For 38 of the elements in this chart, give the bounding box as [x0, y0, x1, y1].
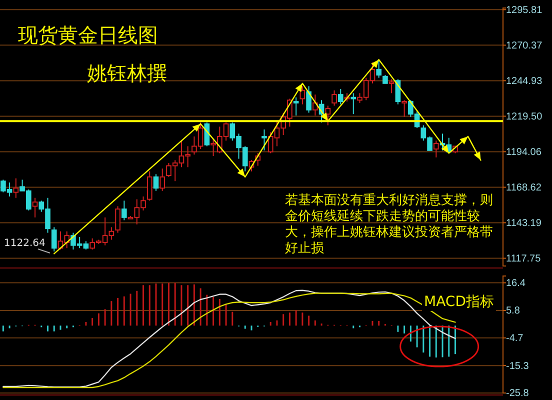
candlestick	[160, 168, 166, 192]
y-tick-label: 1244.93	[506, 76, 543, 87]
candlestick	[262, 128, 267, 151]
candlestick	[293, 96, 299, 116]
candlestick	[350, 92, 356, 115]
y-tick-label: 1143.19	[506, 218, 542, 229]
y-tick-label: -15.3	[506, 360, 530, 372]
candlestick	[388, 78, 394, 94]
annotation: MACD指标	[424, 294, 494, 310]
candlestick	[325, 105, 331, 126]
text: 姚钰林撰	[87, 61, 167, 85]
y-tick-label: 5.8	[506, 306, 520, 317]
candlestick	[306, 86, 312, 114]
y-tick-label: -25.8	[506, 388, 530, 400]
candlestick	[332, 90, 337, 106]
candlestick	[338, 88, 344, 105]
y-tick-label: 1295.81	[506, 4, 543, 16]
candlestick	[433, 140, 439, 158]
y-tick-label: 1117.75	[506, 253, 542, 264]
y-tick-label: 1168.62	[506, 182, 542, 194]
candlestick	[376, 59, 382, 78]
candlestick	[121, 200, 127, 221]
y-tick-label: 1194.06	[506, 146, 542, 158]
candlestick	[32, 197, 38, 218]
candlestick	[402, 100, 407, 118]
y-tick-label: -4.7	[506, 333, 524, 344]
y-tick-label: 1270.37	[506, 40, 543, 52]
candlestick	[13, 178, 19, 198]
text: 现货黄金日线图	[18, 23, 158, 47]
candlestick	[146, 170, 152, 202]
y-tick-label: 16.4	[506, 278, 526, 289]
annotation: 1122.64	[4, 238, 46, 249]
candlestick	[115, 206, 120, 234]
candlestick	[312, 94, 318, 116]
candlestick	[153, 174, 159, 192]
annotation: 若基本面没有重大利好消息支撑，则金价短线延续下跌走势的可能性较大，操作上姚钰林建议投资者严格带好止损	[285, 193, 493, 256]
y-tick-label: 1219.50	[506, 111, 543, 122]
candlestick	[51, 226, 57, 252]
